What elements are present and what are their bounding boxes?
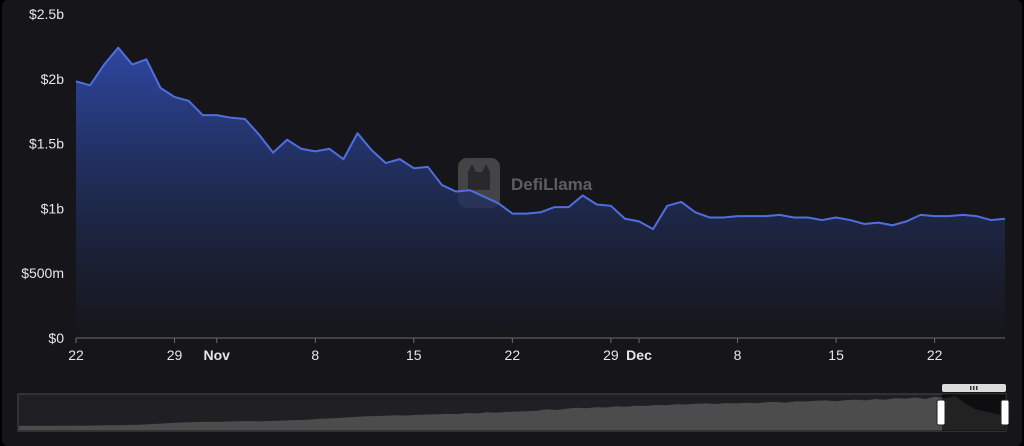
y-tick-label: $2b [41,71,65,87]
x-tick-label: 29 [167,347,183,363]
x-tick-label: 22 [68,347,84,363]
x-tick-label: 22 [505,347,521,363]
x-tick-label: 8 [311,347,319,363]
x-tick-label: 15 [828,347,844,363]
x-tick-label: 8 [734,347,742,363]
x-tick-label: Dec [626,347,652,363]
navigator-grip-icon [973,386,975,390]
x-axis: 22 29 Nov 8 15 22 29 Dec 8 15 22 [68,337,1005,363]
series-line [75,46,1006,231]
y-tick-label: $2.5b [29,6,64,22]
x-tick-label: Nov [204,347,231,363]
range-navigator[interactable] [17,384,1010,432]
watermark-text: DefiLlama [511,175,593,194]
y-tick-label: $1b [41,200,65,216]
y-tick-label: $1.5b [29,136,64,152]
x-tick-label: 22 [927,347,943,363]
navigator-right-handle[interactable] [1000,399,1010,426]
navigator-selection[interactable] [942,394,1006,431]
navigator-grip-icon [976,386,978,390]
llama-head-icon [468,164,490,190]
series-area [76,47,1005,338]
x-tick-label: 29 [603,347,619,363]
navigator-grip-icon [970,386,972,390]
y-tick-label: $0 [48,330,64,346]
plot-area [75,46,1006,338]
y-axis: $0 $500m $1b $1.5b $2b $2.5b [21,6,64,346]
x-tick-label: 15 [406,347,422,363]
navigator-area [19,396,1005,430]
navigator-left-handle[interactable] [936,399,946,426]
y-tick-label: $500m [21,265,64,281]
